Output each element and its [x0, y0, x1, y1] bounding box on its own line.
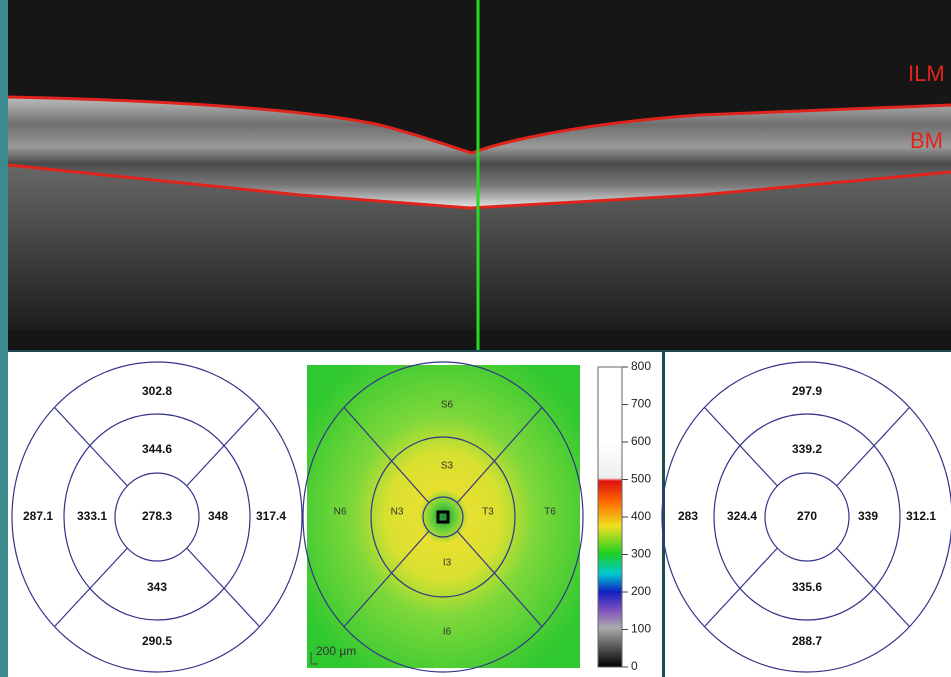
thickness-value: 312.1: [906, 509, 936, 523]
sector-label: I6: [443, 627, 452, 638]
side-strip: [0, 0, 8, 677]
thickness-value: 278.3: [142, 509, 172, 523]
thickness-value: 344.6: [142, 442, 172, 456]
sector-label: I3: [443, 558, 452, 569]
thickness-value: 333.1: [77, 509, 107, 523]
colorbar-tick-label: 400: [631, 509, 651, 523]
thickness-value: 287.1: [23, 509, 53, 523]
thickness-value: 290.5: [142, 634, 172, 648]
sector-label: T6: [544, 507, 556, 518]
sector-label: S3: [441, 461, 454, 472]
colorbar-tick-label: 0: [631, 659, 638, 673]
sector-label: N6: [334, 507, 347, 518]
colorbar-tick-label: 200: [631, 584, 651, 598]
sector-label: N3: [391, 507, 404, 518]
bm-label: BM: [910, 128, 943, 153]
colorbar: [598, 367, 622, 667]
colorbar-tick-label: 700: [631, 397, 651, 411]
thickness-value: 339: [858, 509, 878, 523]
thickness-value: 283: [678, 509, 698, 523]
thickness-value: 302.8: [142, 384, 172, 398]
thickness-value: 343: [147, 580, 167, 594]
colorbar-tick-label: 100: [631, 622, 651, 636]
colorbar-tick-label: 800: [631, 359, 651, 373]
thickness-value: 270: [797, 509, 817, 523]
thickness-value: 348: [208, 509, 228, 523]
thickness-value: 288.7: [792, 634, 822, 648]
thickness-value: 339.2: [792, 442, 822, 456]
thickness-value: 317.4: [256, 509, 286, 523]
thickness-value: 324.4: [727, 509, 757, 523]
page: {"oct_scan": {"labels": {"ilm": "ILM", "…: [0, 0, 951, 677]
colorbar-tick-label: 600: [631, 434, 651, 448]
thickness-value: 335.6: [792, 580, 822, 594]
sector-label: S6: [441, 400, 454, 411]
colorbar-tick-label: 300: [631, 547, 651, 561]
thickness-value: 297.9: [792, 384, 822, 398]
ilm-label: ILM: [908, 61, 945, 86]
figure: ILM BM 302.8 344.6 287.1 333.1 278.3 348 317.4…: [0, 0, 951, 677]
scale-label: 200 µm: [316, 644, 356, 658]
sector-label: T3: [482, 507, 494, 518]
colorbar-tick-label: 500: [631, 472, 651, 486]
